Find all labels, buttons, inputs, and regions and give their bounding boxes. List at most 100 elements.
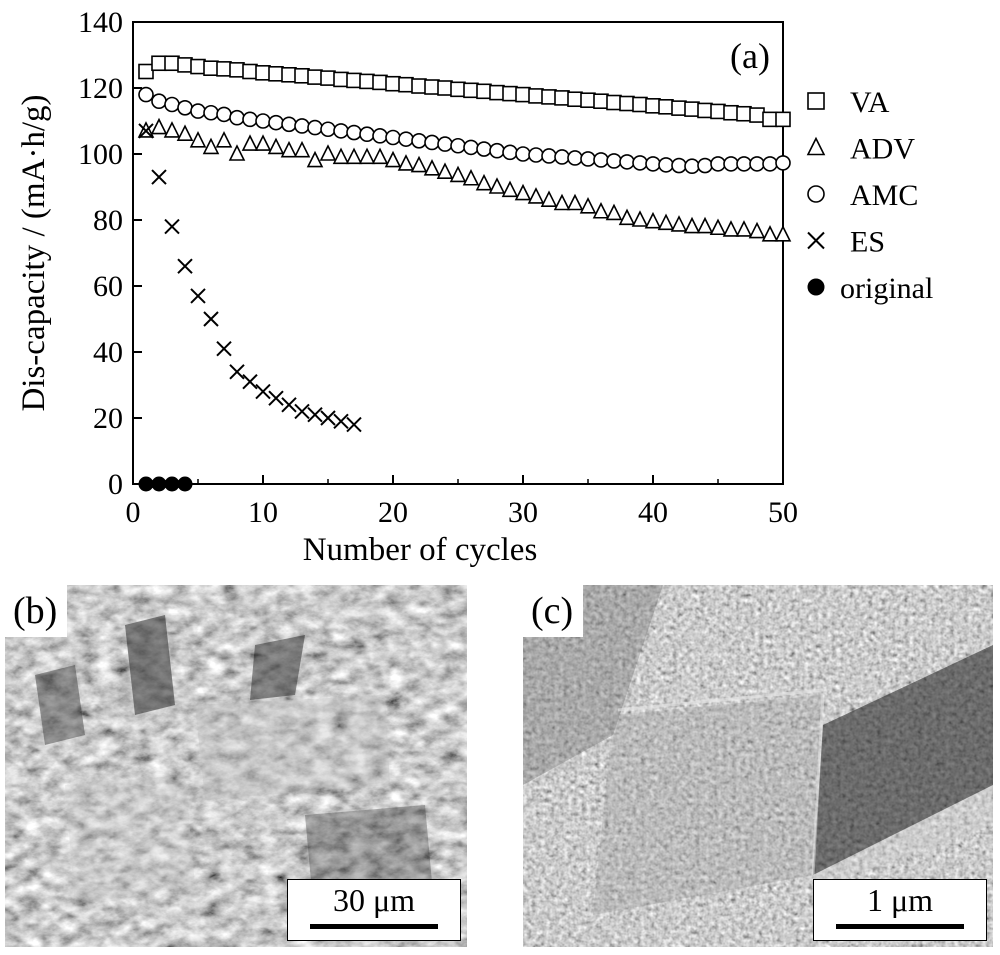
panel-label-c: (c): [523, 585, 584, 637]
data-point-va: [268, 66, 284, 82]
data-point-es: [294, 403, 310, 420]
legend-label-amc: AMC: [850, 179, 918, 212]
data-point-original: [151, 476, 167, 492]
data-point-adv: [358, 147, 376, 165]
data-point-adv: [527, 187, 545, 204]
data-point-amc: [541, 148, 557, 164]
data-point-amc: [528, 147, 544, 163]
data-point-es: [320, 410, 336, 426]
data-point-adv: [605, 203, 623, 221]
data-point-amc: [723, 156, 739, 172]
data-point-amc: [268, 114, 284, 131]
legend-label-original: original: [840, 272, 933, 305]
data-point-va: [502, 85, 518, 102]
y-tick-label: 80: [93, 204, 123, 237]
data-point-va: [489, 84, 505, 101]
data-point-adv: [293, 140, 311, 158]
data-point-es: [138, 123, 154, 139]
y-tick-label: 40: [93, 336, 123, 369]
data-point-es: [177, 258, 193, 274]
data-point-va: [580, 92, 596, 109]
data-point-adv: [345, 147, 363, 165]
data-point-es: [333, 413, 349, 430]
data-point-adv: [540, 190, 558, 207]
series-amc: [138, 86, 791, 175]
data-point-adv: [423, 159, 441, 176]
y-tick-label: 100: [78, 138, 123, 171]
x-tick-label: 20: [378, 496, 408, 529]
data-point-adv: [319, 144, 337, 161]
sem-image-c: (c) 1 μm: [523, 585, 993, 947]
data-point-va: [528, 88, 544, 104]
data-point-adv: [514, 183, 532, 201]
data-point-va: [632, 96, 648, 113]
data-point-amc: [281, 116, 297, 133]
data-point-adv: [553, 193, 571, 211]
data-point-va: [255, 65, 271, 81]
data-point-va: [645, 98, 661, 114]
data-point-amc: [658, 157, 674, 173]
data-point-va: [411, 78, 427, 94]
scale-bar-label-b: 30 μm: [332, 882, 416, 918]
data-point-amc: [307, 119, 323, 136]
data-point-amc: [710, 156, 726, 172]
data-point-es: [255, 383, 271, 400]
data-point-va: [684, 101, 700, 117]
data-point-es: [346, 416, 362, 433]
series-adv: [137, 117, 792, 242]
data-point-amc: [229, 109, 245, 126]
data-point-amc: [489, 142, 505, 159]
data-point-va: [151, 55, 167, 72]
data-point-adv: [332, 147, 350, 165]
data-point-adv: [501, 180, 519, 198]
data-point-adv: [462, 168, 480, 186]
legend-marker-original: [807, 278, 825, 296]
data-point-amc: [697, 157, 713, 174]
x-axis-label: Number of cycles: [303, 532, 538, 568]
data-point-original: [164, 476, 180, 492]
y-tick-label: 20: [93, 402, 123, 435]
data-point-amc: [346, 124, 362, 141]
data-point-adv: [150, 117, 168, 135]
data-point-adv: [670, 215, 688, 232]
data-point-amc: [632, 155, 648, 171]
data-point-va: [164, 55, 180, 72]
data-point-va: [437, 80, 453, 96]
scale-bar-line-c: [836, 924, 964, 929]
legend-marker-amc: [807, 185, 825, 203]
data-point-va: [385, 75, 401, 92]
data-point-va: [346, 72, 362, 89]
data-point-amc: [593, 152, 609, 168]
series-va: [138, 55, 791, 128]
data-point-va: [359, 73, 375, 90]
data-point-original: [138, 476, 154, 492]
data-point-adv: [280, 140, 298, 158]
data-point-adv: [748, 221, 766, 239]
data-point-adv: [735, 220, 753, 237]
data-point-va: [294, 67, 310, 84]
data-point-adv: [618, 208, 636, 226]
x-tick-label: 10: [248, 496, 278, 529]
data-point-adv: [397, 154, 415, 171]
data-point-adv: [436, 162, 454, 179]
y-tick-label: 0: [108, 468, 123, 501]
data-point-amc: [190, 103, 206, 119]
data-point-amc: [151, 93, 167, 109]
data-point-va: [775, 111, 791, 128]
legend-label-es: ES: [850, 226, 885, 259]
data-point-amc: [567, 150, 583, 166]
data-point-adv: [449, 165, 467, 183]
data-point-adv: [579, 197, 597, 214]
data-point-va: [593, 93, 609, 109]
scale-bar-line-b: [310, 924, 438, 929]
y-tick-label: 60: [93, 270, 123, 303]
data-point-es: [229, 364, 245, 380]
data-point-va: [762, 111, 778, 128]
data-point-va: [606, 94, 622, 111]
y-tick-label: 120: [78, 72, 123, 105]
data-point-va: [333, 71, 349, 88]
data-point-va: [723, 104, 739, 121]
legend-marker-adv: [806, 136, 826, 156]
data-point-amc: [333, 123, 349, 139]
data-point-va: [177, 57, 193, 73]
